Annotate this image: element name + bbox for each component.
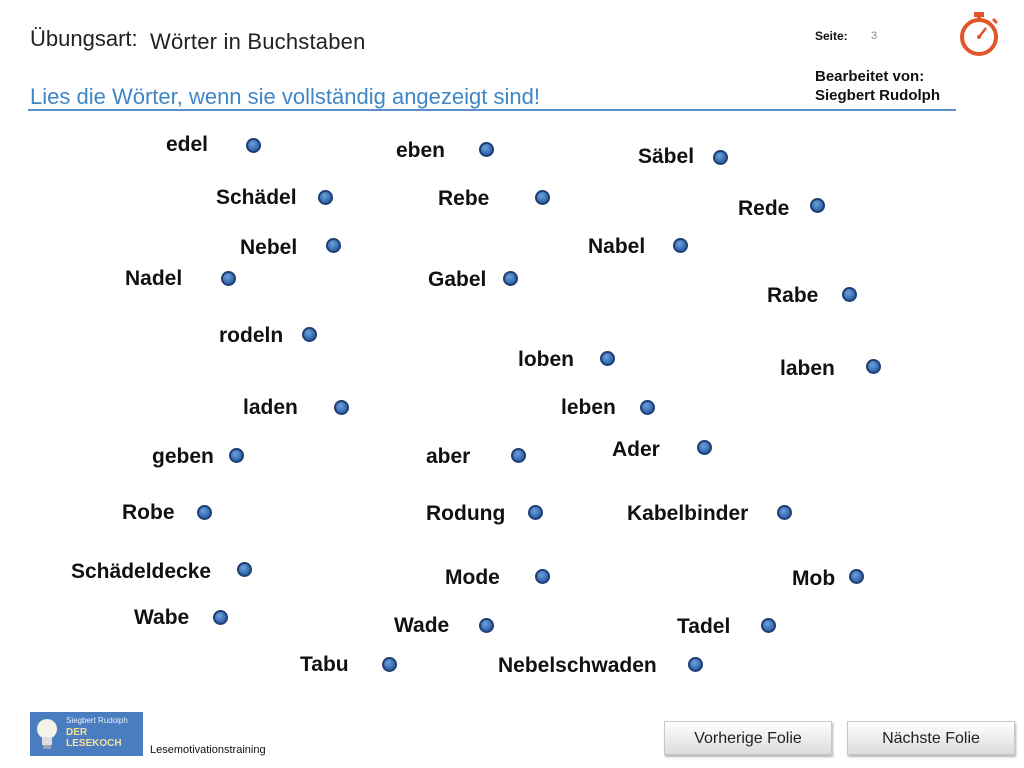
word-dot[interactable]: [673, 238, 688, 253]
word-eben: eben: [396, 139, 446, 162]
word-mob: Mob: [792, 567, 836, 590]
word-dot[interactable]: [697, 440, 712, 455]
word-dot[interactable]: [318, 190, 333, 205]
word-dot[interactable]: [382, 657, 397, 672]
word-mode: Mode: [445, 566, 500, 589]
word-robe: Robe: [122, 501, 175, 524]
word-gabel: Gabel: [428, 268, 487, 291]
word-dot[interactable]: [479, 142, 494, 157]
word-loben: loben: [518, 348, 574, 371]
word-rodung: Rodung: [426, 502, 506, 525]
word-dot[interactable]: [600, 351, 615, 366]
word-dot[interactable]: [237, 562, 252, 577]
word-dot[interactable]: [761, 618, 776, 633]
word-rabe: Rabe: [767, 284, 819, 307]
next-slide-button[interactable]: Nächste Folie: [847, 721, 1015, 755]
word-laden: laden: [243, 396, 298, 419]
word-dot[interactable]: [777, 505, 792, 520]
word-kabelbinder: Kabelbinder: [627, 502, 749, 525]
word-dot[interactable]: [688, 657, 703, 672]
word-ader: Ader: [612, 438, 660, 461]
previous-slide-button[interactable]: Vorherige Folie: [664, 721, 832, 755]
stopwatch-icon[interactable]: [956, 11, 1002, 57]
word-dot[interactable]: [849, 569, 864, 584]
word-aber: aber: [426, 445, 471, 468]
logo-author: Siegbert Rudolph: [66, 716, 128, 725]
exercise-type-label: Übungsart:: [30, 26, 138, 51]
page-label: Seite:: [815, 29, 848, 43]
word-dot[interactable]: [479, 618, 494, 633]
lesekoch-logo: Siegbert Rudolph DER LESEKOCH: [30, 712, 143, 756]
word-tabu: Tabu: [300, 653, 349, 676]
word-geben: geben: [152, 445, 214, 468]
lightbulb-icon: [37, 719, 57, 749]
word-edel: edel: [166, 133, 209, 156]
word-dot[interactable]: [713, 150, 728, 165]
header-divider: [28, 109, 956, 111]
word-dot[interactable]: [221, 271, 236, 286]
word-dot[interactable]: [842, 287, 857, 302]
word-dot[interactable]: [866, 359, 881, 374]
word-dot[interactable]: [229, 448, 244, 463]
word-wabe: Wabe: [134, 606, 190, 629]
word-dot[interactable]: [334, 400, 349, 415]
word-dot[interactable]: [528, 505, 543, 520]
word-tadel: Tadel: [677, 615, 731, 638]
instruction-text: Lies die Wörter, wenn sie vollständig an…: [30, 84, 540, 109]
word-nadel: Nadel: [125, 267, 183, 290]
word-schaedeldecke: Schädeldecke: [71, 560, 212, 583]
word-nebel: Nebel: [240, 236, 298, 259]
word-schaedel: Schädel: [216, 186, 297, 209]
word-dot[interactable]: [503, 271, 518, 286]
word-wade: Wade: [394, 614, 450, 637]
word-dot[interactable]: [640, 400, 655, 415]
page-number: 3: [871, 30, 878, 42]
word-rebe: Rebe: [438, 187, 490, 210]
word-nebelschwaden: Nebelschwaden: [498, 654, 657, 677]
word-dot[interactable]: [511, 448, 526, 463]
editor-name: Siegbert Rudolph: [815, 87, 940, 104]
word-dot[interactable]: [535, 190, 550, 205]
word-saebel: Säbel: [638, 145, 695, 168]
word-dot[interactable]: [810, 198, 825, 213]
word-dot[interactable]: [197, 505, 212, 520]
word-dot[interactable]: [213, 610, 228, 625]
word-dot[interactable]: [246, 138, 261, 153]
logo-brand: DER LESEKOCH: [66, 727, 122, 749]
editor-label: Bearbeitet von:: [815, 68, 925, 85]
exercise-type-value: Wörter in Buchstaben: [150, 29, 366, 54]
word-dot[interactable]: [326, 238, 341, 253]
word-leben: leben: [561, 396, 616, 419]
footer-tagline: Lesemotivationstraining: [150, 744, 266, 756]
word-rede: Rede: [738, 197, 790, 220]
word-dot[interactable]: [535, 569, 550, 584]
word-dot[interactable]: [302, 327, 317, 342]
word-rodeln: rodeln: [219, 324, 284, 347]
word-nabel: Nabel: [588, 235, 646, 258]
word-laben: laben: [780, 357, 835, 380]
